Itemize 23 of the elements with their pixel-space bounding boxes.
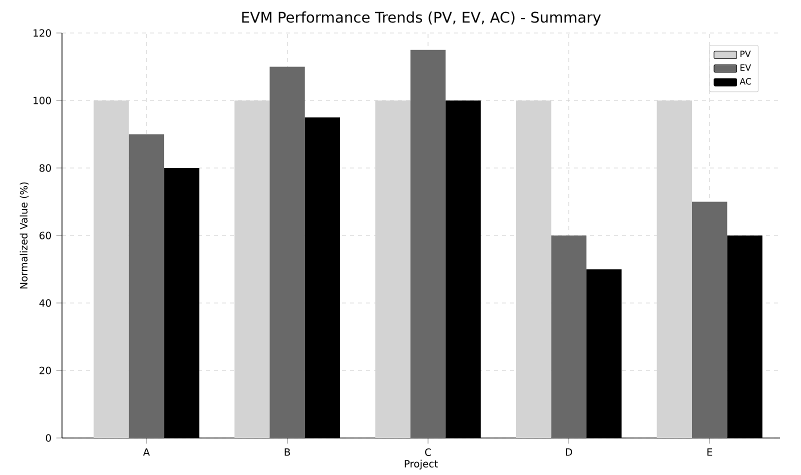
- y-axis-title: Normalized Value (%): [20, 182, 29, 288]
- y-tick-label: 40: [39, 299, 51, 307]
- bar: [692, 202, 728, 438]
- y-tick-label: 0: [46, 434, 51, 442]
- chart-title: EVM Performance Trends (PV, EV, AC) - Summary: [242, 11, 601, 26]
- x-tick-label: A: [143, 448, 150, 456]
- bar: [551, 235, 586, 438]
- legend-label: EV: [740, 64, 752, 71]
- y-tick-label: 60: [40, 232, 51, 240]
- bar: [270, 66, 305, 438]
- x-tick-label: B: [284, 448, 290, 456]
- legend-label: PV: [740, 50, 751, 58]
- y-tick-label: 80: [40, 164, 51, 172]
- x-axis-title: Project: [404, 460, 438, 470]
- y-tick-label: 100: [34, 96, 51, 104]
- x-tick-label: C: [425, 448, 431, 456]
- x-tick-label: E: [707, 448, 712, 456]
- legend-label: AC: [740, 78, 752, 85]
- y-tick-label: 20: [40, 366, 51, 374]
- bar: [410, 50, 446, 438]
- x-tick-label: D: [566, 448, 572, 456]
- bar: [128, 134, 164, 438]
- y-tick-label: 120: [34, 29, 51, 37]
